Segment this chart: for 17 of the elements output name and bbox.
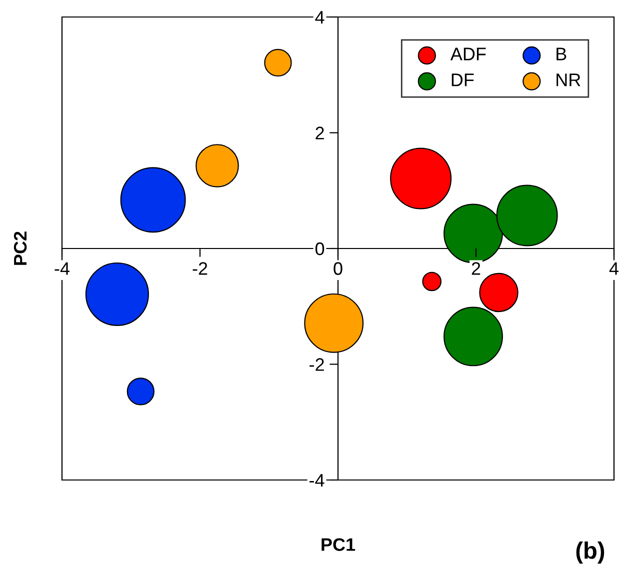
legend-label: B (556, 48, 566, 60)
y-tick-label: 4 (315, 11, 324, 24)
x-tick-label: 2 (472, 262, 480, 275)
y-tick-label: -2 (310, 358, 324, 371)
y-tick-label: 2 (316, 126, 324, 140)
legend-label: DF (452, 74, 474, 86)
y-tick-label: -4 (310, 474, 324, 487)
text: (b) (576, 542, 604, 564)
x-tick-label: -2 (192, 262, 208, 275)
legend-label: ADF (450, 48, 486, 60)
x-tick-label: 4 (609, 262, 618, 275)
y-axis-title: PC2 (14, 232, 27, 265)
x-tick-label: -4 (54, 262, 70, 275)
y-tick-label: 0 (315, 242, 324, 256)
legend-label: NR (556, 74, 580, 86)
x-axis-title: PC1 (322, 538, 356, 551)
x-tick-label: 0 (334, 262, 342, 275)
